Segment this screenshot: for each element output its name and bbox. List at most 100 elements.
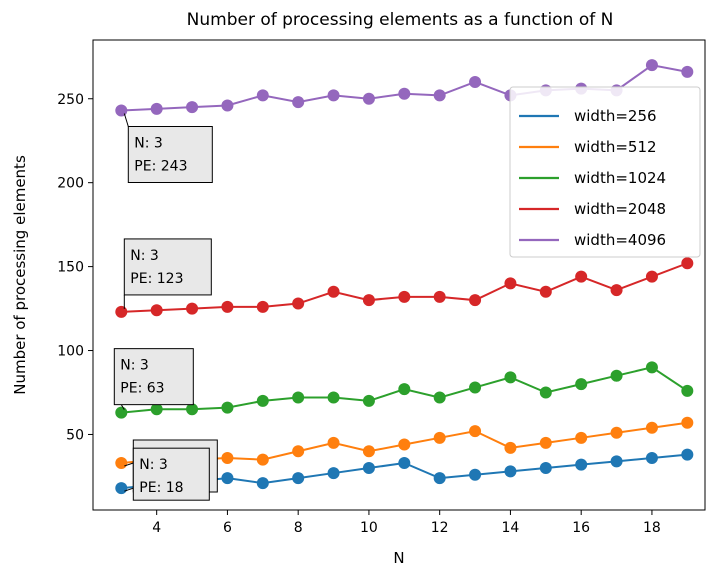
data-point <box>575 458 588 471</box>
data-point <box>292 96 305 109</box>
data-point <box>539 285 552 298</box>
legend-entry: width=4096 <box>519 231 666 249</box>
data-point <box>398 438 411 451</box>
data-point <box>115 406 128 419</box>
annotation-arrow <box>124 487 134 492</box>
data-point <box>398 87 411 100</box>
data-point <box>469 425 482 438</box>
y-tick-label: 250 <box>57 92 84 108</box>
y-tick-label: 50 <box>66 427 84 443</box>
legend: width=256 width=512 width=1024 width=2048 wi… <box>509 86 701 258</box>
data-point <box>433 89 446 102</box>
data-point <box>150 304 163 317</box>
legend-label: width=512 <box>574 138 657 156</box>
series-width-2048 <box>115 257 694 318</box>
x-tick-label: 4 <box>152 520 161 536</box>
data-point <box>221 401 234 414</box>
data-point <box>469 294 482 307</box>
data-point <box>398 383 411 396</box>
annotation-line1: N: 3 <box>134 136 163 152</box>
y-tick-label: 150 <box>57 260 84 276</box>
annotation-arrow <box>124 462 134 467</box>
series-layer <box>115 59 694 495</box>
annotation-line1: N: 3 <box>139 457 168 473</box>
legend-entry: width=256 <box>519 107 657 125</box>
data-point <box>539 436 552 449</box>
y-tick-label: 100 <box>57 344 84 360</box>
data-point <box>433 472 446 485</box>
annotation-line1: N: 3 <box>120 358 149 374</box>
data-point <box>186 101 199 114</box>
data-point <box>186 302 199 315</box>
y-axis-label: Number of processing elements <box>11 155 29 395</box>
data-point <box>539 462 552 475</box>
data-point <box>575 431 588 444</box>
annotation-box <box>113 348 194 406</box>
annotation-line2: PE: 243 <box>134 159 187 175</box>
data-point <box>504 277 517 290</box>
legend-box <box>509 86 701 258</box>
data-point <box>433 391 446 404</box>
data-point <box>645 270 658 283</box>
data-point <box>645 59 658 72</box>
data-point <box>469 468 482 481</box>
data-point <box>186 403 199 416</box>
data-point <box>327 436 340 449</box>
annotation-layer: N: 3 PE: 243 N: 3 PE: 123 N: 3 PE: 63 N: 3 PE: … <box>113 113 218 501</box>
legend-entry: width=2048 <box>519 200 666 218</box>
annotation-line2: PE: 18 <box>139 480 183 496</box>
annotation-box <box>123 238 212 296</box>
data-point <box>681 65 694 78</box>
legend-label: width=4096 <box>574 231 666 249</box>
annotation-box <box>132 447 210 501</box>
annotation-box <box>127 126 213 183</box>
data-point <box>398 290 411 303</box>
data-point <box>504 465 517 478</box>
data-point <box>150 403 163 416</box>
annotation: N: 3 PE: 243 <box>123 113 213 183</box>
series-width-1024 <box>115 361 694 419</box>
axis-ticks: 4 6 8 10 12 14 16 18 50 100 150 200 250 <box>57 92 661 536</box>
data-point <box>292 297 305 310</box>
data-point <box>256 477 269 490</box>
chart-title: Number of processing elements as a funct… <box>187 10 614 30</box>
data-point <box>327 89 340 102</box>
data-point <box>681 448 694 461</box>
data-point <box>610 369 623 382</box>
annotation-arrow <box>123 113 129 127</box>
x-tick-label: 14 <box>502 520 520 536</box>
data-point <box>645 421 658 434</box>
data-point <box>327 285 340 298</box>
legend-label: width=2048 <box>574 200 666 218</box>
data-point <box>362 462 375 475</box>
data-point <box>327 467 340 480</box>
legend-entry: width=512 <box>519 138 657 156</box>
data-point <box>221 300 234 313</box>
data-point <box>610 426 623 439</box>
data-point <box>150 102 163 115</box>
annotation-arrow <box>120 404 125 410</box>
data-point <box>115 104 128 117</box>
data-point <box>681 384 694 397</box>
data-point <box>610 284 623 297</box>
data-point <box>469 75 482 88</box>
data-point <box>221 472 234 485</box>
data-point <box>610 455 623 468</box>
data-point <box>362 445 375 458</box>
legend-label: width=256 <box>574 107 657 125</box>
data-point <box>504 441 517 454</box>
data-point <box>681 416 694 429</box>
x-tick-label: 12 <box>431 520 449 536</box>
y-tick-label: 200 <box>57 176 84 192</box>
x-tick-label: 16 <box>572 520 590 536</box>
data-point <box>362 394 375 407</box>
data-point <box>504 371 517 384</box>
data-point <box>362 294 375 307</box>
data-point <box>575 378 588 391</box>
legend-label: width=1024 <box>574 169 666 187</box>
data-point <box>539 386 552 399</box>
data-point <box>256 300 269 313</box>
data-point <box>221 99 234 112</box>
data-point <box>292 391 305 404</box>
